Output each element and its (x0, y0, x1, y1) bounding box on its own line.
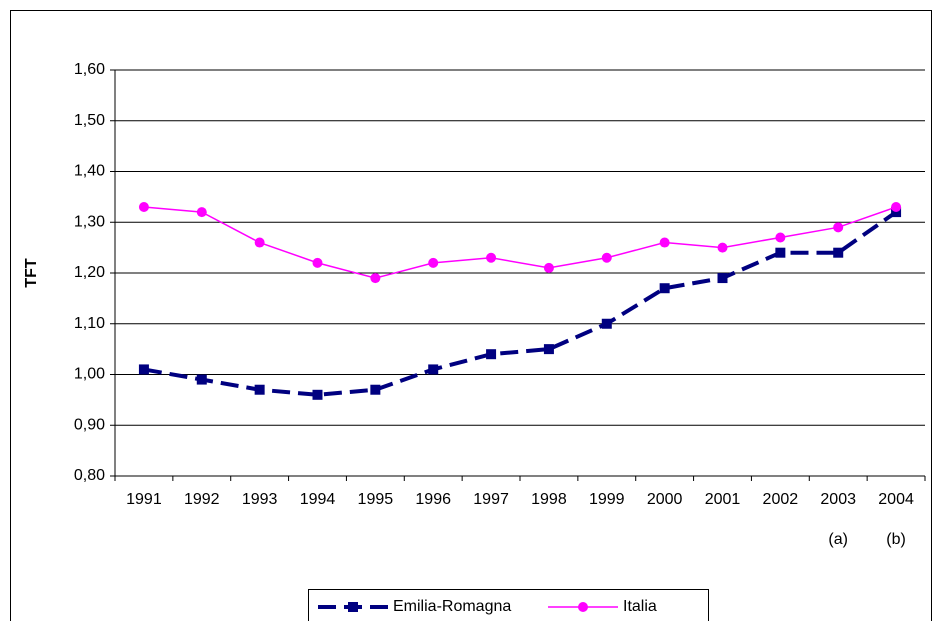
point (370, 384, 381, 395)
point (833, 247, 844, 258)
legend-marker (578, 602, 588, 612)
series-line (143, 210, 898, 397)
x-tick-label: 1999 (589, 491, 625, 508)
point (891, 202, 902, 213)
x-tick-label: 1996 (415, 491, 451, 508)
point (486, 349, 497, 360)
x-tick-note: (a) (828, 531, 848, 548)
x-tick-label: 1995 (358, 491, 394, 508)
x-tick-label: 1994 (300, 491, 336, 508)
x-tick-label: 1992 (184, 491, 220, 508)
legend-marker (348, 602, 358, 612)
x-tick-label: 1991 (126, 491, 162, 508)
point (833, 222, 844, 233)
x-tick-label: 1997 (473, 491, 509, 508)
point (312, 257, 323, 268)
y-tick-label: 0,90 (74, 416, 105, 433)
x-tick-label: 2004 (878, 491, 914, 508)
y-tick-label: 1,20 (74, 264, 105, 281)
x-tick-label: 2001 (705, 491, 741, 508)
point (775, 247, 786, 258)
y-tick-label: 0,80 (74, 467, 105, 484)
point (717, 242, 728, 253)
x-tick-note: (b) (886, 531, 906, 548)
chart-frame (10, 10, 932, 621)
x-tick-label: 1998 (531, 491, 567, 508)
point (196, 374, 207, 385)
y-tick-label: 1,60 (74, 61, 105, 78)
series-line (143, 206, 897, 279)
y-tick-label: 1,40 (74, 163, 105, 180)
point (659, 283, 670, 294)
point (659, 237, 670, 248)
x-tick-label: 1993 (242, 491, 278, 508)
point (312, 389, 323, 400)
point (543, 344, 554, 355)
legend-label: Emilia-Romagna (393, 598, 511, 615)
point (486, 252, 497, 263)
y-tick-label: 1,00 (74, 366, 105, 383)
legend-label: Italia (623, 598, 657, 615)
point (891, 207, 902, 218)
point (543, 262, 554, 273)
point (254, 237, 265, 248)
point (601, 318, 612, 329)
y-tick-label: 1,50 (74, 112, 105, 129)
y-tick-label: 1,30 (74, 213, 105, 230)
point (138, 364, 149, 375)
point (254, 384, 265, 395)
point (196, 207, 207, 218)
point (138, 202, 149, 213)
x-tick-label: 2003 (820, 491, 856, 508)
point (601, 252, 612, 263)
point (428, 364, 439, 375)
point (775, 232, 786, 243)
point (717, 273, 728, 284)
x-tick-label: 2000 (647, 491, 683, 508)
y-axis-label: TFT (23, 258, 40, 288)
point (370, 273, 381, 284)
y-tick-label: 1,10 (74, 315, 105, 332)
x-tick-label: 2002 (763, 491, 799, 508)
point (428, 257, 439, 268)
